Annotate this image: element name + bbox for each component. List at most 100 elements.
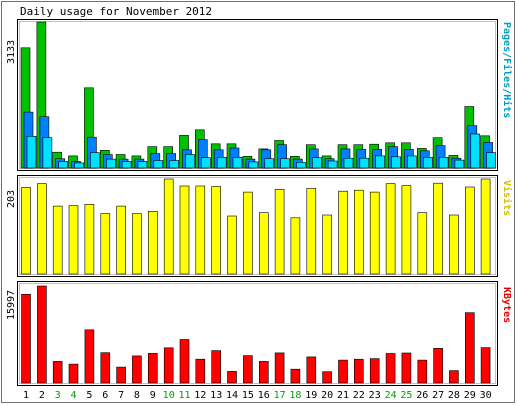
- kbytes-bar-8: [132, 355, 142, 384]
- chart-title: Daily usage for November 2012: [20, 5, 212, 18]
- visits-bar-17: [274, 189, 285, 275]
- visits-bar-10: [163, 178, 174, 275]
- kbytes-bar-4: [68, 363, 79, 384]
- x-tick-label-24: 24: [385, 390, 397, 401]
- pages-bar-26: [422, 157, 433, 169]
- x-tick-label-20: 20: [321, 390, 333, 401]
- visits-bar-1: [21, 187, 31, 275]
- x-tick-label-13: 13: [210, 390, 222, 401]
- x-tick-label-3: 3: [55, 390, 61, 401]
- kbytes-bar-23: [369, 358, 380, 384]
- x-tick-labels: 1 2 3 4 5 6 7 8 9 10 11 12 13 14 15 16 17 18 19 20 21 22 23 24 2…: [23, 390, 492, 401]
- visits-bar-22: [353, 189, 364, 275]
- bars-layer: [20, 21, 496, 384]
- x-tick-label-15: 15: [242, 390, 254, 401]
- kbytes-bar-29: [464, 312, 475, 384]
- visits-bar-2: [37, 183, 47, 275]
- kbytes-bar-3: [52, 361, 63, 384]
- pages-bar-11: [185, 154, 195, 169]
- x-tick-label-7: 7: [118, 390, 124, 401]
- visits-bar-8: [132, 213, 142, 275]
- kbytes-bar-1: [21, 293, 31, 384]
- pages-bar-13: [216, 157, 227, 169]
- x-tick-label-11: 11: [178, 390, 190, 401]
- kbytes-bar-25: [401, 352, 412, 384]
- hits-ylabel-legend: Pages/Files/Hits: [501, 22, 513, 118]
- visits-bar-30: [480, 178, 491, 275]
- x-tick-label-10: 10: [163, 390, 175, 401]
- pages-bar-19: [311, 157, 322, 169]
- pages-bar-20: [327, 160, 338, 169]
- kbytes-bar-22: [353, 358, 364, 384]
- visits-bar-13: [211, 186, 221, 275]
- x-tick-label-23: 23: [369, 390, 381, 401]
- pages-bar-8: [137, 161, 148, 169]
- kbytes-bar-20: [322, 371, 332, 384]
- kbytes-bar-6: [100, 352, 111, 384]
- pages-bar-23: [375, 155, 386, 169]
- x-tick-label-14: 14: [226, 390, 238, 401]
- visits-bar-25: [401, 185, 412, 275]
- kbytes-bar-10: [163, 347, 174, 384]
- x-tick-label-9: 9: [150, 390, 156, 401]
- pages-bar-7: [121, 161, 132, 169]
- visits-bar-27: [433, 182, 443, 275]
- pages-bar-25: [407, 155, 417, 169]
- pages-bar-24: [391, 156, 401, 169]
- kbytes-bar-9: [148, 353, 158, 384]
- kbytes-bar-11: [179, 339, 190, 384]
- x-tick-label-25: 25: [400, 390, 412, 401]
- kbytes-bar-18: [290, 368, 301, 384]
- pages-bar-15: [248, 161, 259, 169]
- visits-ylabel-legend: Visits: [501, 180, 513, 216]
- x-tick-label-30: 30: [480, 390, 492, 401]
- pages-bar-5: [90, 152, 100, 169]
- kbytes-bar-14: [227, 371, 237, 384]
- hits-ymax-label: 3133: [6, 40, 17, 64]
- visits-bar-15: [243, 191, 253, 275]
- pages-bar-12: [201, 157, 211, 169]
- kbytes-bar-21: [338, 359, 348, 384]
- kbytes-bar-16: [258, 361, 269, 384]
- kbytes-bar-12: [195, 358, 206, 384]
- x-tick-label-6: 6: [102, 390, 108, 401]
- visits-bar-5: [84, 204, 95, 275]
- visits-bar-20: [322, 214, 332, 275]
- visits-bar-11: [179, 185, 190, 275]
- x-tick-label-19: 19: [305, 390, 317, 401]
- pages-bar-10: [169, 160, 179, 169]
- visits-bar-3: [52, 205, 63, 275]
- x-tick-label-17: 17: [274, 390, 286, 401]
- pages-bar-28: [454, 159, 465, 169]
- kbytes-bar-7: [116, 366, 126, 384]
- x-tick-label-18: 18: [289, 390, 301, 401]
- x-tick-label-22: 22: [353, 390, 365, 401]
- visits-bar-12: [195, 185, 206, 275]
- pages-bar-9: [153, 160, 164, 169]
- visits-bar-7: [116, 205, 126, 275]
- kbytes-bar-26: [417, 359, 428, 384]
- kbytes-bar-24: [385, 353, 396, 384]
- panel-hits-frame: [17, 19, 498, 171]
- visits-bar-21: [338, 190, 348, 275]
- kbytes-bar-5: [84, 329, 95, 384]
- kbytes-bar-15: [243, 355, 253, 384]
- x-tick-label-27: 27: [432, 390, 444, 401]
- x-tick-label-12: 12: [194, 390, 206, 401]
- visits-bar-16: [258, 212, 269, 275]
- visits-bar-26: [417, 212, 428, 275]
- x-tick-label-4: 4: [70, 390, 76, 401]
- visits-bar-9: [148, 211, 158, 275]
- visits-bar-23: [369, 191, 380, 275]
- visits-bar-19: [306, 188, 317, 275]
- kbytes-bar-13: [211, 350, 221, 384]
- x-tick-label-8: 8: [134, 390, 140, 401]
- x-tick-label-29: 29: [464, 390, 476, 401]
- pages-bar-2: [42, 137, 53, 169]
- kbytes-bar-30: [480, 347, 491, 384]
- visits-bar-24: [385, 183, 396, 275]
- pages-bar-6: [106, 158, 116, 169]
- kbytes-bar-27: [433, 347, 443, 384]
- visits-bar-4: [68, 205, 79, 275]
